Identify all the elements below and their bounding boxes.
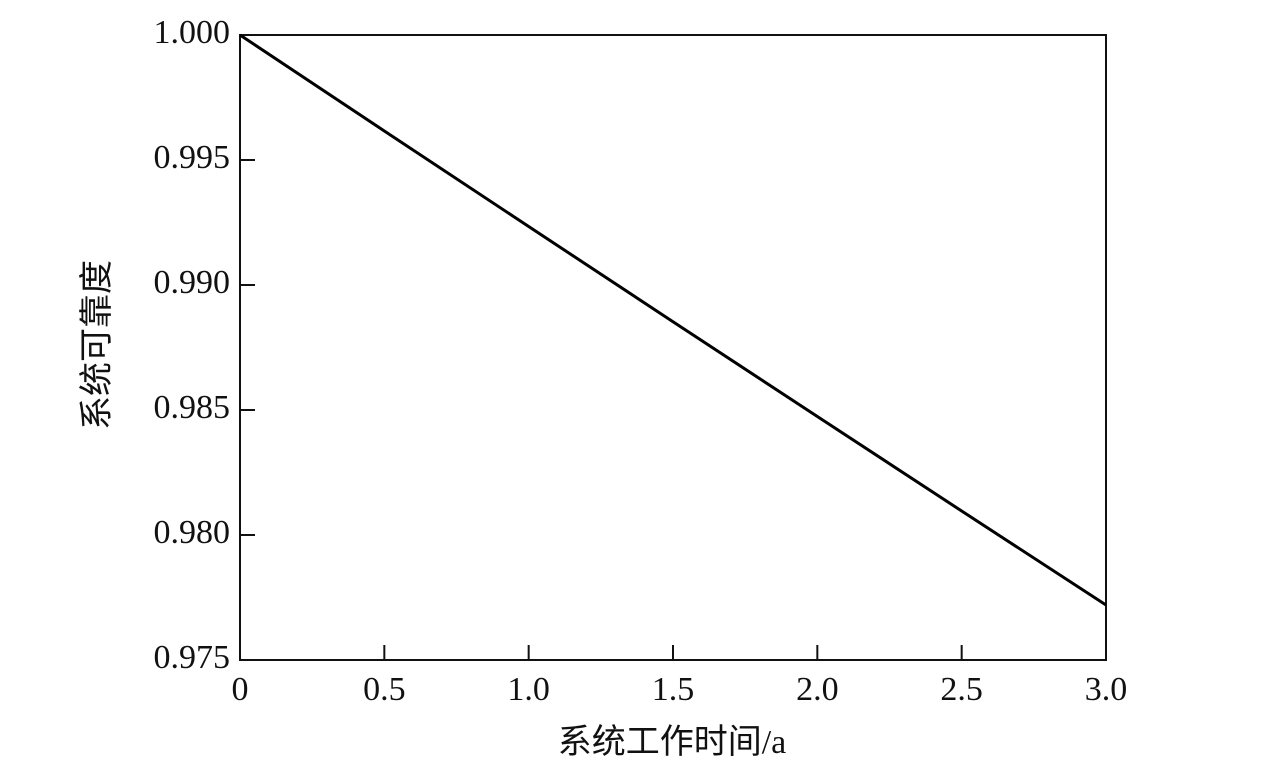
x-tick-label: 2.0	[796, 671, 839, 708]
x-tick-label: 2.5	[940, 671, 983, 708]
x-tick-label: 1.0	[507, 671, 550, 708]
y-tick-label: 0.985	[154, 389, 231, 426]
y-tick-label: 0.995	[154, 139, 231, 176]
y-axis-label: 系统可靠度	[78, 260, 116, 430]
x-tick-label: 3.0	[1085, 671, 1128, 708]
x-tick-label: 1.5	[652, 671, 695, 708]
plot-frame	[239, 34, 1107, 661]
x-axis-label: 系统工作时间/a	[558, 723, 787, 761]
y-tick-label: 0.990	[154, 264, 231, 301]
y-tick-label: 0.980	[154, 514, 231, 551]
x-tick-label: 0.5	[363, 671, 406, 708]
data-line	[239, 33, 1107, 607]
x-tick-label: 0	[232, 671, 249, 708]
y-tick-label: 1.000	[154, 14, 231, 51]
y-tick-label: 0.975	[154, 639, 231, 676]
